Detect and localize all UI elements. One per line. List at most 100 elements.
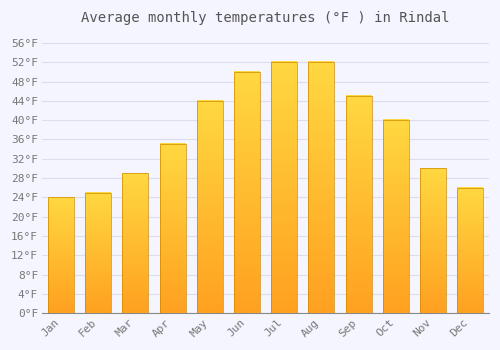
Bar [308, 161, 334, 165]
Bar [346, 308, 372, 311]
Bar [308, 252, 334, 255]
Bar [196, 185, 223, 188]
Bar [122, 234, 148, 236]
Bar [160, 157, 186, 160]
Bar [420, 188, 446, 190]
Bar [48, 210, 74, 211]
Bar [85, 225, 111, 226]
Bar [346, 288, 372, 292]
Bar [196, 183, 223, 186]
Bar [48, 215, 74, 217]
Bar [346, 104, 372, 107]
Bar [196, 174, 223, 177]
Bar [346, 112, 372, 116]
Bar [383, 239, 409, 242]
Bar [122, 229, 148, 231]
Bar [196, 295, 223, 299]
Bar [308, 227, 334, 230]
Bar [234, 109, 260, 113]
Bar [271, 202, 297, 205]
Bar [160, 191, 186, 193]
Bar [48, 211, 74, 212]
Bar [271, 244, 297, 248]
Bar [196, 257, 223, 260]
Bar [420, 247, 446, 250]
Bar [85, 205, 111, 207]
Bar [420, 276, 446, 279]
Bar [196, 206, 223, 209]
Bar [458, 285, 483, 287]
Bar [160, 160, 186, 163]
Bar [458, 304, 483, 306]
Bar [383, 231, 409, 234]
Bar [458, 202, 483, 204]
Bar [346, 249, 372, 252]
Bar [308, 212, 334, 215]
Bar [346, 195, 372, 198]
Bar [122, 285, 148, 287]
Bar [85, 261, 111, 262]
Bar [308, 242, 334, 246]
Bar [346, 99, 372, 103]
Bar [383, 214, 409, 217]
Bar [458, 269, 483, 271]
Bar [458, 246, 483, 248]
Bar [160, 299, 186, 301]
Bar [308, 84, 334, 87]
Bar [85, 268, 111, 270]
Bar [48, 270, 74, 272]
Bar [308, 134, 334, 138]
Bar [346, 182, 372, 185]
Bar [308, 139, 334, 142]
Bar [383, 243, 409, 246]
Bar [196, 285, 223, 288]
Bar [48, 235, 74, 237]
Bar [308, 292, 334, 296]
Bar [346, 225, 372, 229]
Bar [420, 178, 446, 180]
Bar [234, 114, 260, 118]
Bar [458, 295, 483, 297]
Bar [48, 214, 74, 216]
Bar [383, 264, 409, 267]
Bar [122, 230, 148, 232]
Bar [420, 260, 446, 262]
Bar [234, 269, 260, 272]
Bar [196, 104, 223, 107]
Bar [48, 289, 74, 291]
Bar [122, 201, 148, 203]
Bar [346, 125, 372, 128]
Bar [196, 212, 223, 216]
Bar [308, 144, 334, 148]
Bar [420, 229, 446, 231]
Bar [346, 253, 372, 257]
Bar [234, 247, 260, 251]
Bar [383, 150, 409, 153]
Bar [85, 228, 111, 230]
Bar [122, 222, 148, 224]
Bar [85, 276, 111, 278]
Bar [420, 305, 446, 308]
Bar [122, 283, 148, 285]
Bar [48, 258, 74, 260]
Bar [85, 244, 111, 246]
Bar [420, 302, 446, 304]
Bar [346, 232, 372, 235]
Bar [420, 223, 446, 225]
Bar [420, 216, 446, 218]
Bar [160, 159, 186, 161]
Bar [271, 61, 297, 65]
Bar [308, 189, 334, 193]
Bar [271, 101, 297, 105]
Bar [346, 127, 372, 131]
Bar [458, 192, 483, 194]
Bar [85, 273, 111, 275]
Bar [271, 151, 297, 155]
Bar [160, 155, 186, 158]
Bar [308, 191, 334, 195]
Bar [346, 173, 372, 176]
Bar [160, 279, 186, 281]
Bar [346, 147, 372, 150]
Bar [271, 93, 297, 97]
Bar [48, 269, 74, 271]
